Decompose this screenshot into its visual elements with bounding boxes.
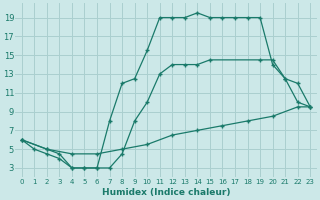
X-axis label: Humidex (Indice chaleur): Humidex (Indice chaleur) — [102, 188, 230, 197]
